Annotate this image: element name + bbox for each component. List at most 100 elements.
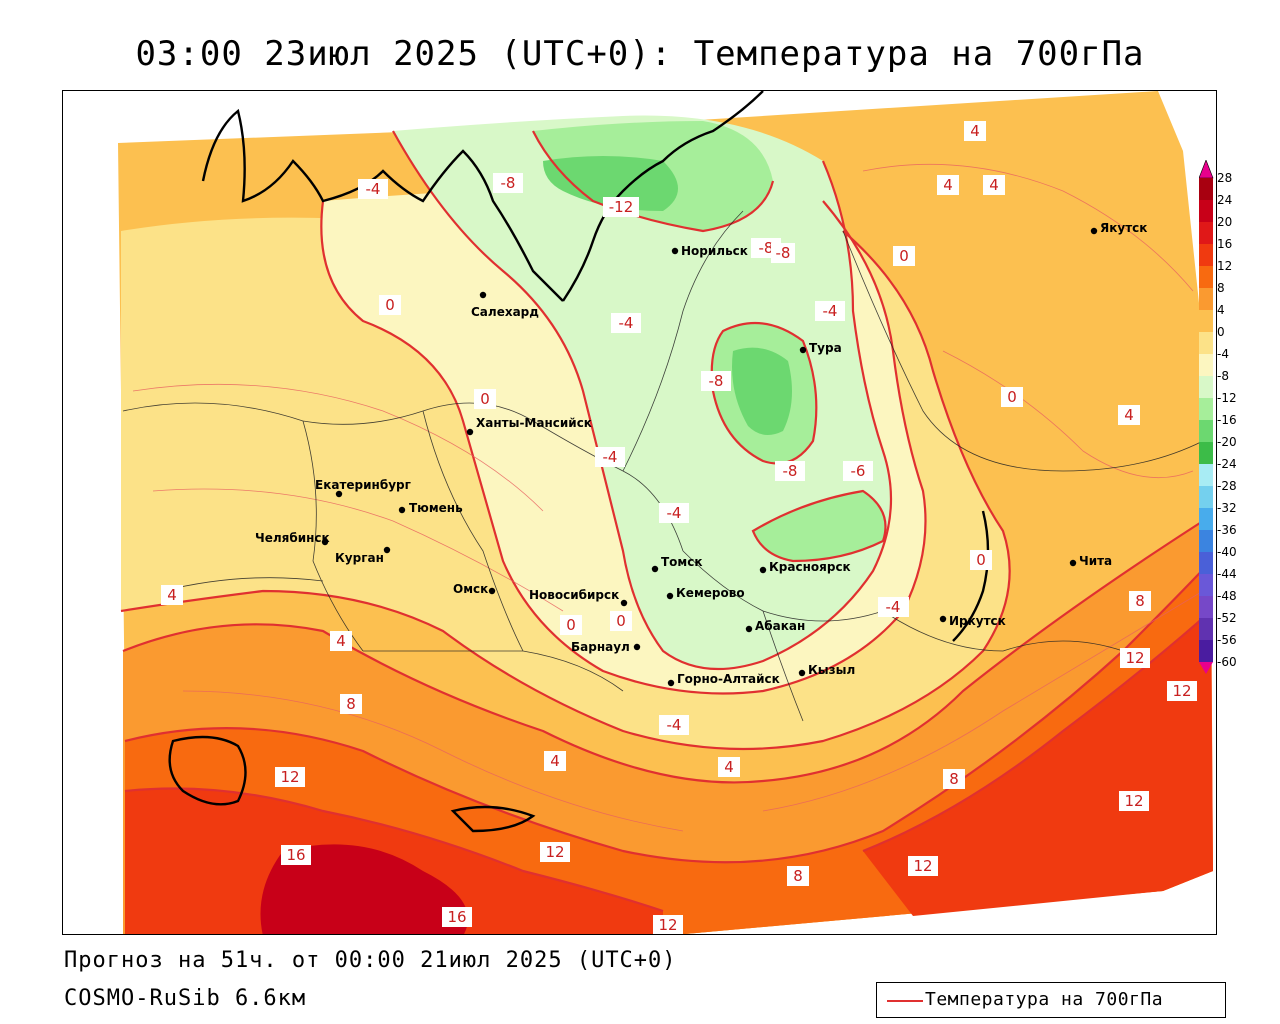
coastline [168,91,990,833]
legend-line-sample [887,1000,923,1002]
isotherm-label: 4 [544,751,566,771]
city-omsk[interactable]: Омск [453,582,496,596]
temperature-map: -4 -8 -12 -8 -8 0 -4 -4 0 -8 0 4 4 4 4 -… [118,91,1213,934]
isotherm-label: 0 [560,615,582,635]
isotherm-label: 12 [653,915,683,934]
colorbar-swatch [1199,266,1213,288]
isotherm-label: -8 [775,461,805,481]
band-20 [260,844,468,934]
city-norilsk[interactable]: Норильск [671,244,748,258]
svg-text:Чита: Чита [1079,554,1112,568]
map-panel[interactable]: -4 -8 -12 -8 -8 0 -4 -4 0 -8 0 4 4 4 4 -… [62,90,1217,935]
legend-label: Температура на 700гПа [925,989,1164,1010]
city-novosibirsk[interactable]: Новосибирск [529,588,628,607]
band-minus12 [543,156,678,211]
colorbar-swatch [1199,332,1213,354]
isotherm-label: 12 [540,842,570,862]
isotherm-label: 8 [943,769,965,789]
colorbar-tick-label: -56 [1217,633,1237,647]
svg-text:Абакан: Абакан [755,619,805,633]
city-tomsk[interactable]: Томск [651,555,703,573]
svg-text:4: 4 [336,632,346,650]
svg-text:4: 4 [167,586,177,604]
svg-text:12: 12 [280,768,299,786]
city-kyzyl[interactable]: Кызыл [798,663,855,677]
isotherm-label: 4 [1118,405,1140,425]
colorbar-swatch [1199,398,1213,420]
isotherm-label: 4 [718,757,740,777]
svg-text:12: 12 [1172,682,1191,700]
svg-text:Тюмень: Тюмень [409,501,463,515]
city-tura[interactable]: Тура [799,341,842,355]
svg-text:-4: -4 [886,598,901,616]
colorbar-swatch [1199,530,1213,552]
svg-text:-4: -4 [366,180,381,198]
isotherm-label: 12 [275,767,305,787]
svg-text:-4: -4 [667,504,682,522]
city-kemerovo[interactable]: Кемерово [666,586,745,600]
colorbar-tick-label: -28 [1217,479,1237,493]
colorbar-swatch [1199,640,1213,662]
model-info: COSMO-RuSib 6.6км [64,986,307,1011]
svg-text:8: 8 [949,770,959,788]
colorbar-swatch [1199,310,1213,332]
svg-text:-4: -4 [619,314,634,332]
city-tyumen[interactable]: Тюмень [398,501,463,515]
svg-text:4: 4 [550,752,560,770]
svg-text:Иркутск: Иркутск [949,614,1006,628]
city-yakutsk[interactable]: Якутск [1090,221,1148,235]
svg-text:12: 12 [1124,792,1143,810]
isotherm-label: 4 [161,585,183,605]
colorbar-tick-label: -24 [1217,457,1237,471]
svg-text:0: 0 [616,612,626,630]
admin-borders [122,210,1204,722]
svg-text:Курган: Курган [335,551,384,565]
isotherm-label: 4 [937,175,959,195]
isotherm-label: 0 [893,246,915,266]
svg-text:Кызыл: Кызыл [808,663,855,677]
city-gorno-altaysk[interactable]: Горно-Алтайск [667,672,780,687]
colorbar-tick-label: 4 [1217,303,1225,317]
svg-text:Кемерово: Кемерово [676,586,745,600]
isotherm-label: -4 [815,301,845,321]
colorbar-tick-label: -52 [1217,611,1237,625]
city-chelyabinsk[interactable]: Челябинск [255,531,330,546]
svg-text:-6: -6 [851,462,866,480]
city-kurgan[interactable]: Курган [335,546,391,565]
isotherm-label: 12 [1120,648,1150,668]
colorbar-tick-label: 16 [1217,237,1232,251]
colorbar-swatch [1199,552,1213,574]
city-abakan[interactable]: Абакан [745,619,805,633]
svg-text:-4: -4 [667,716,682,734]
isotherm-label: 0 [610,611,632,631]
svg-text:16: 16 [447,908,466,926]
colorbar-swatch [1199,486,1213,508]
city-salekhard[interactable]: Салехард [471,291,539,319]
isotherm-label: -4 [611,313,641,333]
city-chita[interactable]: Чита [1069,554,1112,568]
line-legend: Температура на 700гПа [876,982,1226,1018]
svg-text:Красноярск: Красноярск [769,560,851,574]
svg-text:4: 4 [943,176,953,194]
colorbar-swatch [1199,200,1213,222]
forecast-info: Прогноз на 51ч. от 00:00 21июл 2025 (UTC… [64,948,677,973]
isotherm-label: -12 [603,197,639,217]
isotherm-label: -8 [493,173,523,193]
colorbar-swatch [1199,288,1213,310]
svg-text:12: 12 [658,916,677,934]
svg-text:Салехард: Салехард [471,305,539,319]
city-barnaul[interactable]: Барнаул [571,640,641,654]
colorbar-swatch [1199,222,1213,244]
svg-text:4: 4 [989,176,999,194]
city-krasnoyarsk[interactable]: Красноярск [759,560,851,574]
colorbar-bottom-arrow [1199,662,1213,674]
colorbar-swatch [1199,376,1213,398]
city-irkutsk[interactable]: Иркутск [939,614,1006,628]
colorbar-tick-label: -44 [1217,567,1237,581]
isotherm-label: -4 [878,597,908,617]
isotherm-label: 12 [908,856,938,876]
svg-text:0: 0 [1007,388,1017,406]
svg-text:Тура: Тура [809,341,842,355]
city-khanty-mansiysk[interactable]: Ханты-Мансийск [466,416,592,436]
city-ekaterinburg[interactable]: Екатеринбург [315,478,411,498]
